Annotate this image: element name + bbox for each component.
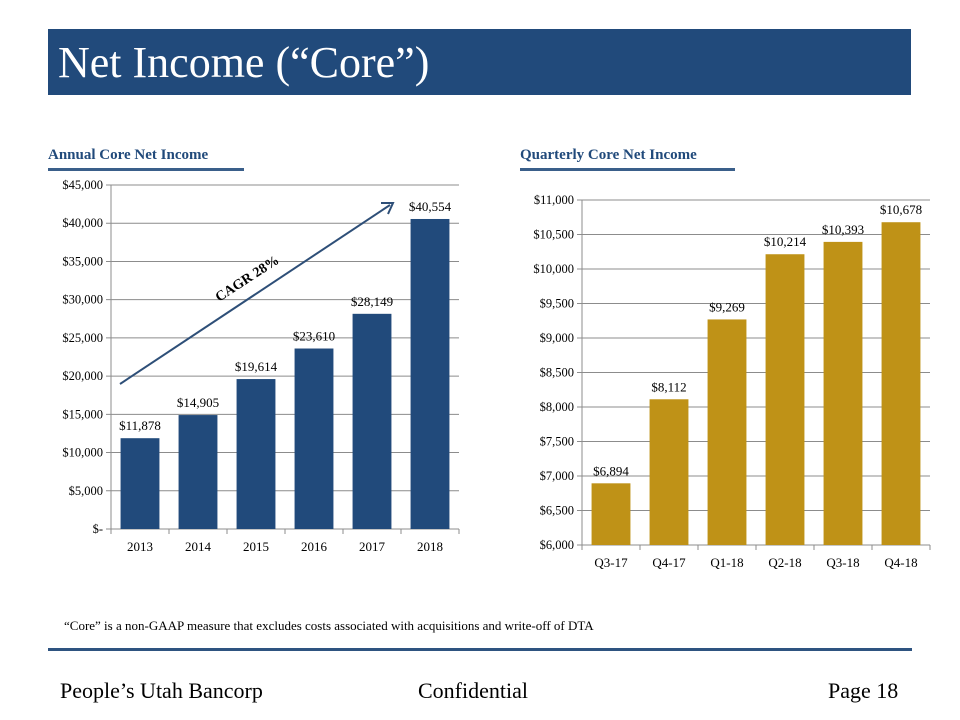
data-label: $11,878 bbox=[119, 418, 161, 433]
bar bbox=[881, 222, 921, 545]
data-label: $28,149 bbox=[351, 294, 393, 309]
data-label: $8,112 bbox=[651, 379, 686, 394]
footnote: “Core” is a non-GAAP measure that exclud… bbox=[64, 618, 594, 633]
x-tick-label: 2013 bbox=[127, 539, 153, 554]
footer-rule bbox=[48, 648, 912, 651]
bar bbox=[410, 218, 450, 530]
quarterly-chart-title: Quarterly Core Net Income bbox=[520, 147, 697, 163]
y-tick-label: $8,500 bbox=[540, 366, 574, 380]
y-tick-label: $15,000 bbox=[62, 407, 103, 421]
y-tick-label: $6,000 bbox=[540, 538, 574, 552]
arrow-head-icon bbox=[381, 202, 395, 215]
y-tick-label: $8,000 bbox=[540, 400, 574, 414]
y-tick-label: $7,500 bbox=[540, 435, 574, 449]
cagr-annotation: CAGR 28% bbox=[213, 253, 282, 305]
data-label: $40,554 bbox=[409, 199, 452, 214]
y-tick-label: $5,000 bbox=[69, 484, 103, 498]
y-tick-label: $10,500 bbox=[533, 228, 574, 242]
y-tick-label: $40,000 bbox=[62, 216, 103, 230]
y-tick-label: $11,000 bbox=[534, 193, 574, 207]
footer-confidential: Confidential bbox=[418, 678, 528, 703]
annual-chart-title: Annual Core Net Income bbox=[48, 147, 209, 163]
bar bbox=[591, 483, 631, 545]
y-tick-label: $45,000 bbox=[62, 178, 103, 192]
page-title: Net Income (“Core”) bbox=[58, 38, 430, 87]
bar bbox=[823, 241, 863, 545]
x-tick-label: 2015 bbox=[243, 539, 269, 554]
x-tick-label: Q3-17 bbox=[594, 555, 628, 570]
y-tick-label: $9,000 bbox=[540, 331, 574, 345]
footer-page-number: Page 18 bbox=[828, 678, 899, 703]
y-tick-label: $35,000 bbox=[62, 254, 103, 268]
y-tick-label: $9,500 bbox=[540, 297, 574, 311]
bar bbox=[765, 254, 805, 545]
y-tick-label: $30,000 bbox=[62, 293, 103, 307]
y-tick-label: $- bbox=[93, 522, 103, 536]
x-tick-label: 2016 bbox=[301, 539, 328, 554]
y-tick-label: $6,500 bbox=[540, 504, 574, 518]
y-tick-label: $20,000 bbox=[62, 369, 103, 383]
data-label: $10,214 bbox=[764, 234, 807, 249]
x-tick-label: Q3-18 bbox=[826, 555, 859, 570]
title-bar: Net Income (“Core”) bbox=[48, 29, 911, 95]
footer-company: People’s Utah Bancorp bbox=[60, 678, 263, 703]
annual-title-rule bbox=[48, 168, 244, 171]
data-label: $9,269 bbox=[709, 299, 745, 314]
data-label: $14,905 bbox=[177, 395, 219, 410]
bar bbox=[120, 438, 160, 529]
x-tick-label: 2018 bbox=[417, 539, 443, 554]
bar bbox=[649, 399, 689, 545]
bar bbox=[352, 313, 392, 529]
data-label: $19,614 bbox=[235, 359, 278, 374]
y-tick-label: $7,000 bbox=[540, 469, 574, 483]
data-label: $10,393 bbox=[822, 222, 864, 237]
bar bbox=[178, 415, 218, 529]
x-tick-label: 2014 bbox=[185, 539, 212, 554]
data-label: $6,894 bbox=[593, 463, 629, 478]
y-tick-label: $10,000 bbox=[62, 446, 103, 460]
x-tick-label: Q4-17 bbox=[652, 555, 686, 570]
y-tick-label: $10,000 bbox=[533, 262, 574, 276]
x-tick-label: Q1-18 bbox=[710, 555, 743, 570]
x-tick-label: Q4-18 bbox=[884, 555, 917, 570]
bar bbox=[236, 379, 276, 529]
y-tick-label: $25,000 bbox=[62, 331, 103, 345]
cagr-trend-line bbox=[119, 204, 391, 385]
data-label: $10,678 bbox=[880, 202, 922, 217]
bar bbox=[294, 348, 334, 529]
data-label: $23,610 bbox=[293, 329, 335, 344]
x-tick-label: 2017 bbox=[359, 539, 386, 554]
quarterly-title-rule bbox=[520, 168, 735, 171]
bar bbox=[707, 319, 747, 545]
x-tick-label: Q2-18 bbox=[768, 555, 801, 570]
